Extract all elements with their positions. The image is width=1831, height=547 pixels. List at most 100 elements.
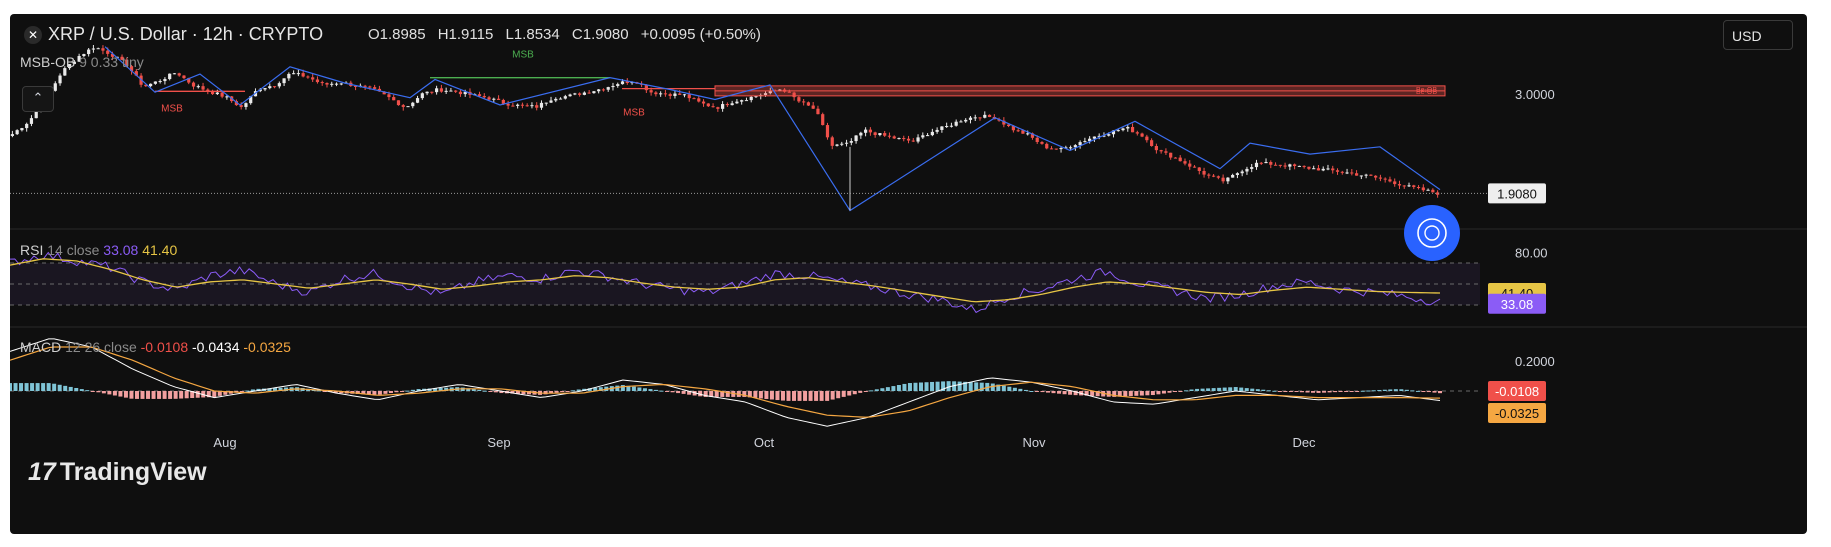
candle-body <box>1383 178 1387 180</box>
macd-signal-axis-label: -0.0325 <box>1495 406 1539 421</box>
macd-hist-bar <box>659 390 664 392</box>
macd-hist-bar <box>400 391 405 392</box>
macd-hist-bar <box>1128 391 1133 397</box>
candle-body <box>1259 162 1263 164</box>
candle-body <box>1369 174 1373 176</box>
macd-hist-bar <box>1299 391 1304 393</box>
macd-hist-bar <box>1432 391 1437 393</box>
rsi-ma-value: 41.40 <box>142 242 178 258</box>
candle-body <box>883 133 887 136</box>
macd-hist-bar <box>1294 391 1299 392</box>
macd-hist-bar <box>482 390 487 392</box>
candle-body <box>849 141 853 143</box>
candle-body <box>210 91 215 95</box>
macd-hist-bar <box>808 391 813 401</box>
rsi-legend[interactable]: RSI 14 close 33.08 41.40 <box>20 242 177 258</box>
candle-body <box>692 98 696 100</box>
currency-button[interactable]: USD <box>1723 20 1793 50</box>
macd-hist-bar <box>1250 388 1255 391</box>
fab-circle[interactable] <box>1404 205 1460 261</box>
macd-hist-bar <box>979 382 984 391</box>
close-icon[interactable]: ✕ <box>24 26 42 45</box>
msb-ob-legend[interactable]: MSB-OB 9 0.33 tiny <box>20 54 144 70</box>
candle-body <box>1188 163 1192 167</box>
macd-hist-bar <box>858 391 863 393</box>
ob-label: Be-OB <box>1416 89 1437 96</box>
candle-body <box>1107 134 1111 136</box>
candle-body <box>311 77 315 80</box>
macd-hist-bar <box>361 391 366 395</box>
candle-body <box>1068 147 1073 149</box>
candle-body <box>1288 164 1292 167</box>
candle-body <box>582 92 586 95</box>
candle-body <box>58 75 62 84</box>
macd-hist-bar <box>1322 391 1327 393</box>
candle-body <box>616 84 620 86</box>
candle-body <box>535 105 539 108</box>
candle-body <box>935 129 939 132</box>
candle-body <box>477 94 482 97</box>
macd-hist-bar <box>1261 389 1266 391</box>
candle-body <box>1130 126 1135 133</box>
chart-canvas[interactable]: Be-OBBe-OBMSBMSBMSB3.00001.908080.0041.4… <box>10 14 1807 534</box>
macd-hist-bar <box>1073 391 1078 396</box>
msb-ob-params: 9 0.33 tiny <box>79 54 144 70</box>
macd-hist-bar <box>179 391 184 399</box>
candle-body <box>153 81 157 84</box>
candle-body <box>282 78 286 84</box>
candle-body <box>382 91 386 95</box>
candle-body <box>716 107 720 109</box>
candle-body <box>191 82 196 87</box>
candle-body <box>172 73 177 75</box>
floating-action-button[interactable] <box>1404 205 1460 261</box>
candle-body <box>1264 161 1268 164</box>
macd-hist-bar <box>366 391 371 395</box>
macd-hist-bar <box>284 387 289 391</box>
candle-body <box>587 92 591 94</box>
candle-body <box>1412 185 1416 188</box>
watermark-label: TradingView <box>59 458 207 486</box>
macd-hist-bar <box>123 391 128 398</box>
macd-hist-bar <box>907 383 912 391</box>
candle-body <box>120 56 124 60</box>
candle-body <box>1269 161 1273 165</box>
candle-body <box>1045 143 1049 149</box>
candle-body <box>1235 173 1240 175</box>
candle-body <box>420 93 424 99</box>
macd-legend[interactable]: MACD 12 26 close -0.0108 -0.0434 -0.0325 <box>20 339 291 355</box>
candle-body <box>1245 168 1249 172</box>
macd-hist-bar <box>1349 391 1354 392</box>
candle-body <box>177 73 181 76</box>
macd-hist-bar <box>488 391 493 392</box>
macd-hist-bar <box>653 389 658 391</box>
candle-body <box>1273 164 1278 166</box>
candle-body <box>415 98 420 103</box>
candle-body <box>878 133 882 136</box>
macd-hist-bar <box>1195 388 1200 391</box>
macd-hist-bar <box>560 391 565 392</box>
macd-hist-bar <box>957 381 962 391</box>
collapse-legend-button[interactable]: ⌃ <box>22 86 54 112</box>
macd-hist-bar <box>129 391 134 399</box>
candle-body <box>72 61 76 65</box>
candle-body <box>1226 177 1230 182</box>
macd-hist-bar <box>90 391 95 392</box>
tradingview-logo-icon: 17 <box>28 458 56 486</box>
macd-hist-bar <box>471 389 476 391</box>
candle-body <box>301 73 305 77</box>
candle-body <box>549 100 553 103</box>
macd-hist-bar <box>1233 387 1238 391</box>
candle-body <box>454 90 458 92</box>
macd-hist-bar <box>885 387 890 391</box>
candle-body <box>792 92 796 98</box>
macd-hist-bar <box>742 391 747 397</box>
macd-hist-bar <box>52 383 57 391</box>
macd-hist-bar <box>571 390 576 392</box>
macd-hist-bar <box>41 383 46 391</box>
rsi-axis-label: 33.08 <box>1501 297 1534 312</box>
macd-hist-bar <box>598 387 603 391</box>
candle-body <box>864 129 868 133</box>
time-axis-label: Oct <box>754 435 775 450</box>
macd-hist-bar <box>753 391 758 398</box>
symbol-title[interactable]: ✕ XRP / U.S. Dollar · 12h · CRYPTO <box>24 24 323 45</box>
